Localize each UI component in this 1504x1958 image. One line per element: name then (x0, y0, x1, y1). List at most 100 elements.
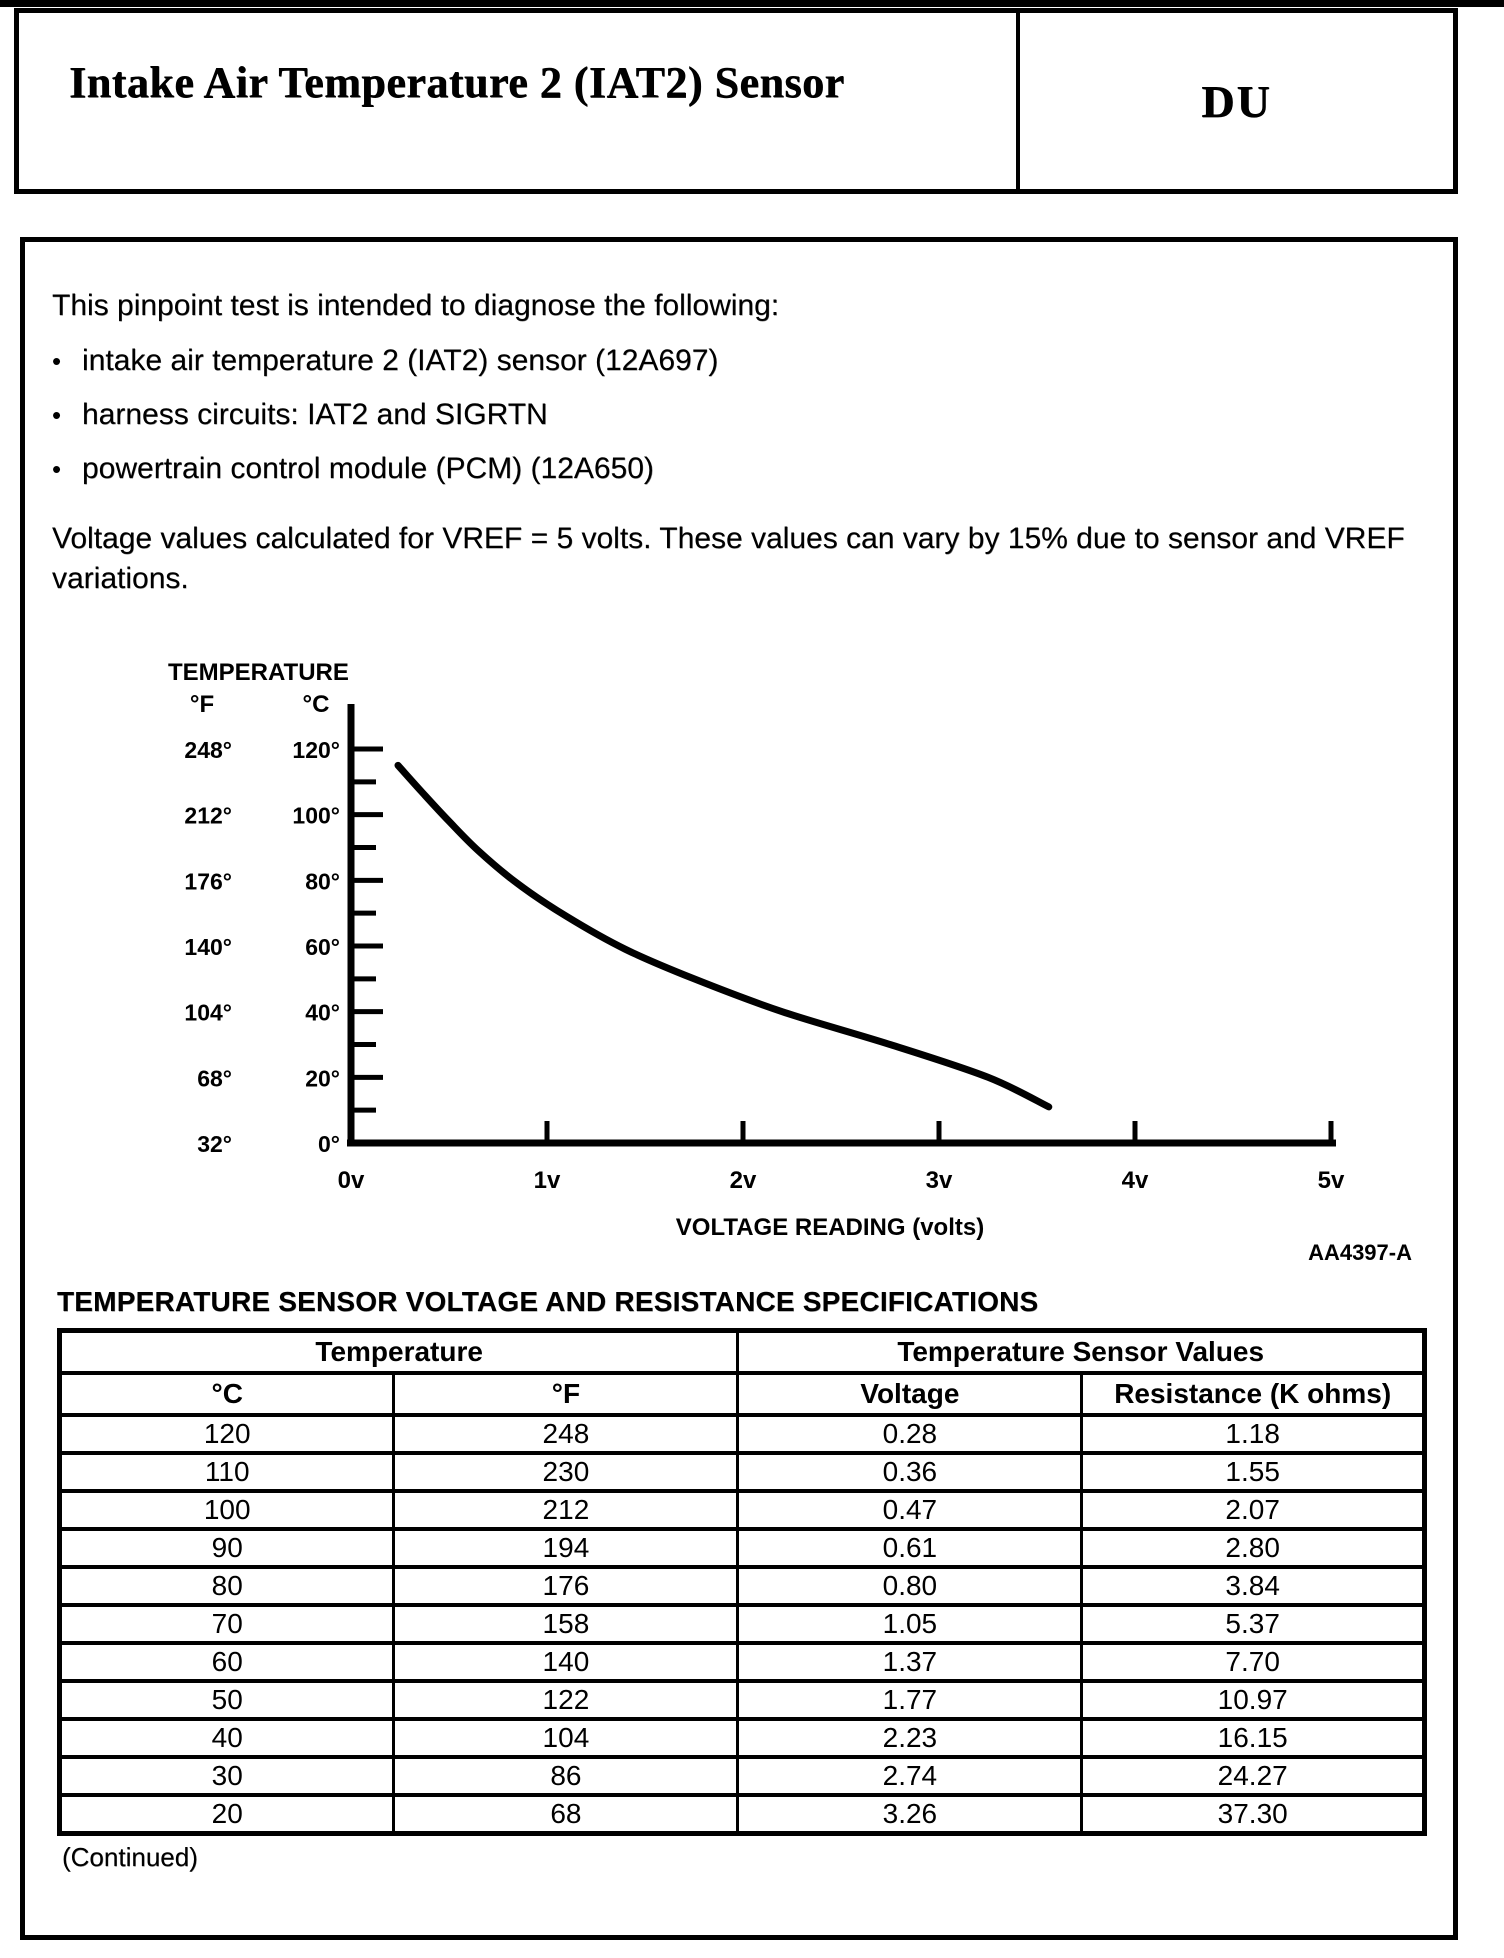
table-row: 50 122 1.77 10.97 (57, 1679, 1426, 1721)
chart-title: TEMPERATURE (168, 659, 349, 686)
table-cell: 60 (57, 1641, 396, 1683)
x-axis-label: 0v (338, 1167, 365, 1194)
table-cell: 0.36 (736, 1451, 1084, 1493)
continued-note: (Continued) (62, 1842, 198, 1872)
column-header-cell: °C (57, 1371, 396, 1417)
table-cell: 1.77 (736, 1679, 1084, 1721)
content-box: This pinpoint test is intended to diagno… (20, 237, 1458, 1940)
table-cell: 0.28 (736, 1413, 1084, 1455)
x-axis-label: 2v (730, 1167, 757, 1194)
section-code: DU (1201, 75, 1272, 127)
table-cell: 1.05 (736, 1603, 1084, 1645)
y-axis-label-c: 120° (292, 737, 340, 763)
sensor-response-curve (394, 761, 1053, 1111)
table-cell: 110 (57, 1451, 396, 1493)
table-cell: 50 (57, 1679, 396, 1721)
table-cell: 2.80 (1080, 1527, 1426, 1569)
y-axis-label-f: 176° (184, 868, 232, 894)
table-cell: 120 (57, 1413, 396, 1455)
column-header-row: °C °F Voltage Resistance (K ohms) (57, 1371, 1426, 1417)
diagnosis-item: • intake air temperature 2 (IAT2) sensor … (52, 342, 718, 380)
x-axis-title: VOLTAGE READING (volts) (676, 1214, 984, 1241)
table-cell: 80 (57, 1565, 396, 1607)
y-axis-label-f: 248° (184, 737, 232, 763)
table-cell: 16.15 (1080, 1717, 1426, 1759)
table-cell: 176 (392, 1565, 740, 1607)
header-code-cell: DU (1016, 13, 1453, 189)
table-cell: 122 (392, 1679, 740, 1721)
x-axis-label: 4v (1122, 1167, 1149, 1194)
y-axis-label-f: 104° (184, 1000, 232, 1026)
group-header-row: Temperature Temperature Sensor Values (57, 1328, 1426, 1375)
diagnosis-item: • harness circuits: IAT2 and SIGRTN (52, 396, 718, 434)
header-title-cell: Intake Air Temperature 2 (IAT2) Sensor (19, 13, 1016, 189)
diagnosis-list: • intake air temperature 2 (IAT2) sensor … (52, 342, 718, 504)
table-row: 90 194 0.61 2.80 (57, 1527, 1426, 1569)
y-axis-label-c: 20° (305, 1065, 340, 1091)
table-cell: 24.27 (1080, 1755, 1426, 1797)
diagnosis-item-label: intake air temperature 2 (IAT2) sensor (… (82, 344, 719, 377)
diagnosis-item: • powertrain control module (PCM) (12A650… (52, 450, 718, 488)
group-header-cell: Temperature (57, 1328, 740, 1375)
table-cell: 2.74 (736, 1755, 1084, 1797)
x-axis-label: 3v (926, 1167, 953, 1194)
table-row: 80 176 0.80 3.84 (57, 1565, 1426, 1607)
table-cell: 230 (392, 1451, 740, 1493)
table-cell: 140 (392, 1641, 740, 1683)
table-cell: 86 (392, 1755, 740, 1797)
scan-edge-strip (0, 0, 1504, 7)
table-cell: 212 (392, 1489, 740, 1531)
table-cell: 1.55 (1080, 1451, 1426, 1493)
figure-code: AA4397-A (1308, 1240, 1412, 1265)
table-row: 30 86 2.74 24.27 (57, 1755, 1426, 1797)
bullet-icon: • (52, 454, 62, 484)
page-title: Intake Air Temperature 2 (IAT2) Sensor (69, 58, 845, 107)
iat2-chart-svg: TEMPERATURE °F °C 248° 120° 212° 100° 176° 80° 14… (168, 659, 1412, 1265)
diagnosis-item-label: powertrain control module (PCM) (12A650) (82, 452, 654, 485)
table-cell: 68 (392, 1793, 740, 1836)
y-axis-label-f: 212° (184, 803, 232, 829)
iat2-voltage-chart: TEMPERATURE °F °C 248° 120° 212° 100° 176° 80° 14… (140, 650, 1440, 1275)
vref-note: Voltage values calculated for VREF = 5 v… (52, 522, 1405, 595)
table-cell: 1.37 (736, 1641, 1084, 1683)
bullet-icon: • (52, 346, 62, 376)
table-cell: 10.97 (1080, 1679, 1426, 1721)
table-cell: 90 (57, 1527, 396, 1569)
table-cell: 3.84 (1080, 1565, 1426, 1607)
table-cell: 248 (392, 1413, 740, 1455)
column-header-cell: °F (392, 1371, 740, 1417)
y-axis-label-f: 32° (197, 1131, 232, 1157)
diagnosis-item-label: harness circuits: IAT2 and SIGRTN (82, 398, 548, 431)
table-cell: 70 (57, 1603, 396, 1645)
table-cell: 104 (392, 1717, 740, 1759)
y-axis-label-c: 60° (305, 934, 340, 960)
y-axis-label-c: 0° (318, 1131, 340, 1157)
table-cell: 0.80 (736, 1565, 1084, 1607)
table-row: 70 158 1.05 5.37 (57, 1603, 1426, 1645)
x-axis-label: 5v (1318, 1167, 1345, 1194)
table-cell: 3.26 (736, 1793, 1084, 1836)
table-cell: 2.07 (1080, 1489, 1426, 1531)
table-cell: 30 (57, 1755, 396, 1797)
group-header-cell: Temperature Sensor Values (736, 1328, 1426, 1375)
spec-table-title: TEMPERATURE SENSOR VOLTAGE AND RESISTANC… (57, 1286, 1039, 1317)
x-axis-label: 1v (534, 1167, 561, 1194)
column-header-cell: Resistance (K ohms) (1080, 1371, 1426, 1417)
table-cell: 37.30 (1080, 1793, 1426, 1836)
table-cell: 0.47 (736, 1489, 1084, 1531)
y-axis-label-c: 40° (305, 1000, 340, 1026)
table-cell: 1.18 (1080, 1413, 1426, 1455)
bullet-icon: • (52, 400, 62, 430)
table-row: 40 104 2.23 16.15 (57, 1717, 1426, 1759)
celsius-unit-header: °C (303, 691, 330, 718)
table-row: 120 248 0.28 1.18 (57, 1413, 1426, 1455)
y-axis-label-f: 140° (184, 934, 232, 960)
table-cell: 7.70 (1080, 1641, 1426, 1683)
table-cell: 100 (57, 1489, 396, 1531)
table-row: 20 68 3.26 37.30 (57, 1793, 1426, 1836)
table-row: 60 140 1.37 7.70 (57, 1641, 1426, 1683)
table-cell: 40 (57, 1717, 396, 1759)
table-cell: 2.23 (736, 1717, 1084, 1759)
header-box: Intake Air Temperature 2 (IAT2) Sensor D… (14, 8, 1458, 194)
table-cell: 158 (392, 1603, 740, 1645)
